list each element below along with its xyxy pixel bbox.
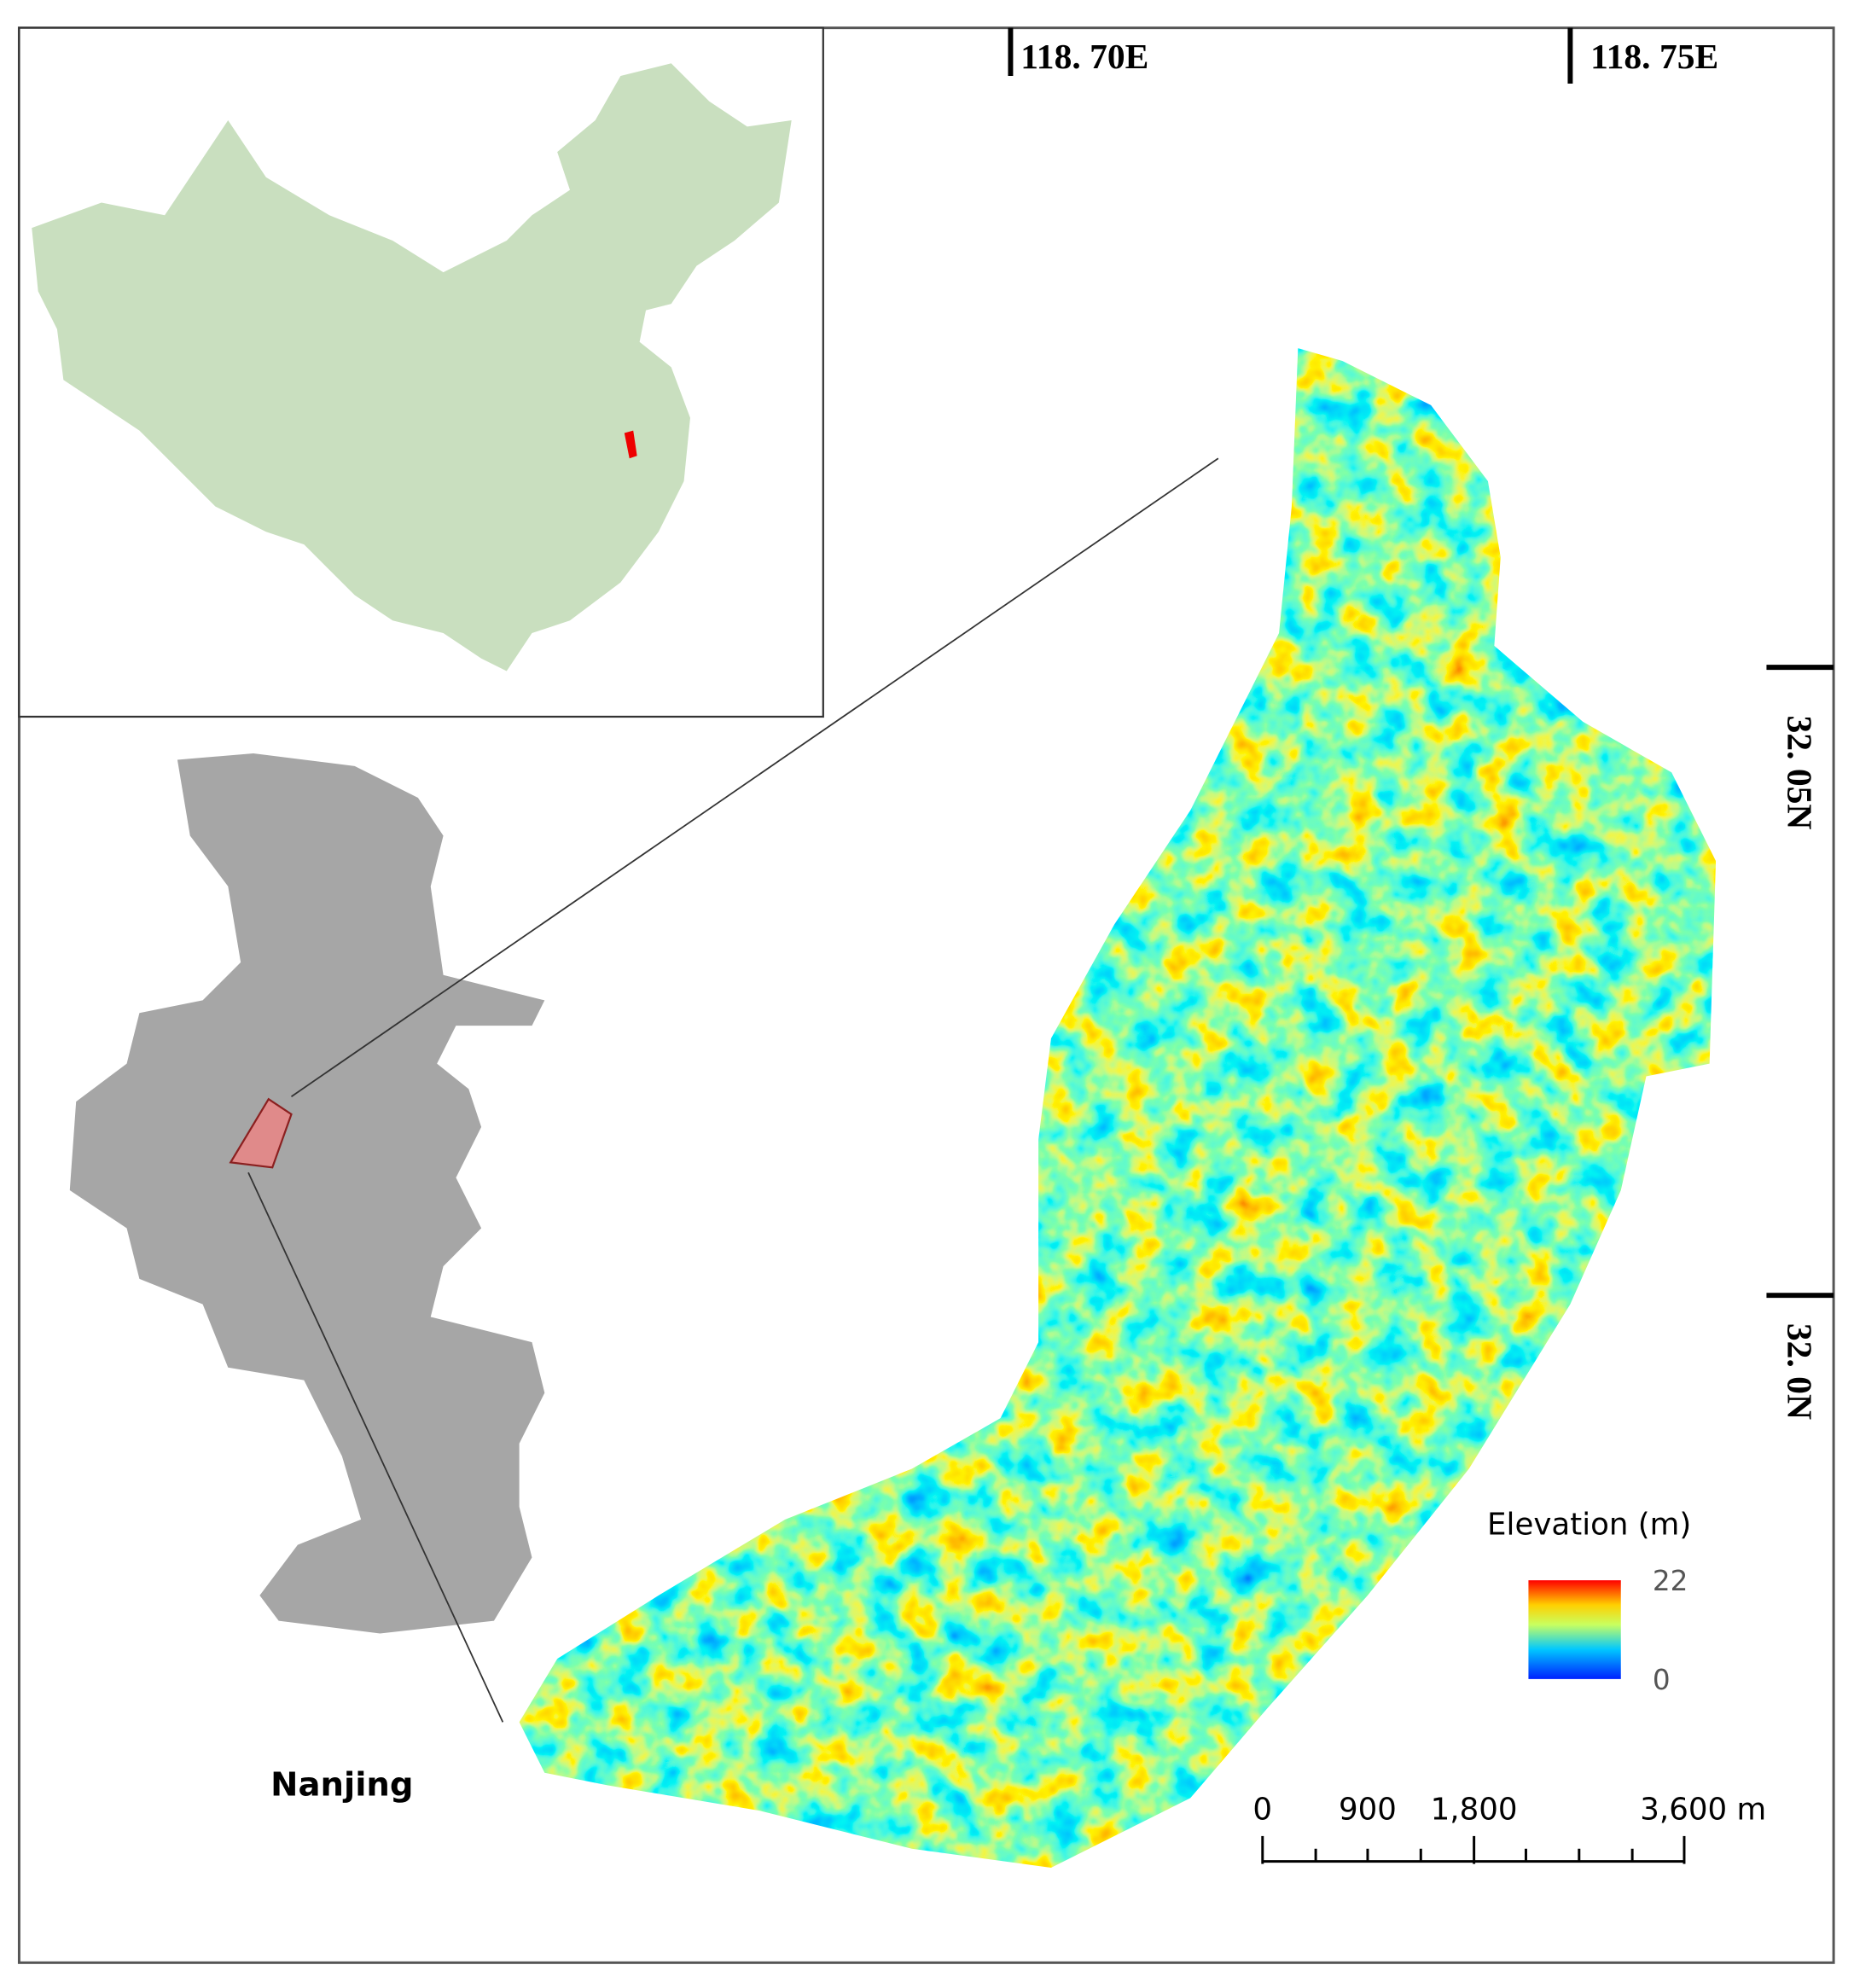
connector-line — [290, 457, 1219, 1097]
lon-label: 118. 75E — [1590, 37, 1718, 76]
legend-min: 0 — [1653, 1664, 1671, 1696]
connector-line — [247, 1171, 504, 1723]
scale-bar — [1261, 1835, 1686, 1864]
china-shape — [32, 63, 792, 671]
nanjing-shape — [69, 753, 545, 1634]
map-frame — [17, 26, 1835, 1964]
lat-label: 32. 0N — [1781, 1323, 1820, 1420]
legend-title: Elevation (m) — [1487, 1508, 1691, 1543]
scale-label: 0 — [1252, 1793, 1272, 1828]
study-area-outline — [229, 1097, 293, 1169]
scale-label: 1,800 — [1431, 1793, 1518, 1828]
study-location-marker — [624, 430, 637, 459]
inset-label: Nanjing — [270, 1765, 413, 1804]
lon-label: 118. 70E — [1020, 37, 1148, 76]
legend-colorbar — [1528, 1580, 1621, 1679]
lat-label: 32. 05N — [1781, 716, 1820, 830]
legend-max: 22 — [1653, 1565, 1688, 1597]
scale-label: 3,600 m — [1640, 1793, 1766, 1828]
scale-label: 900 — [1339, 1793, 1397, 1828]
